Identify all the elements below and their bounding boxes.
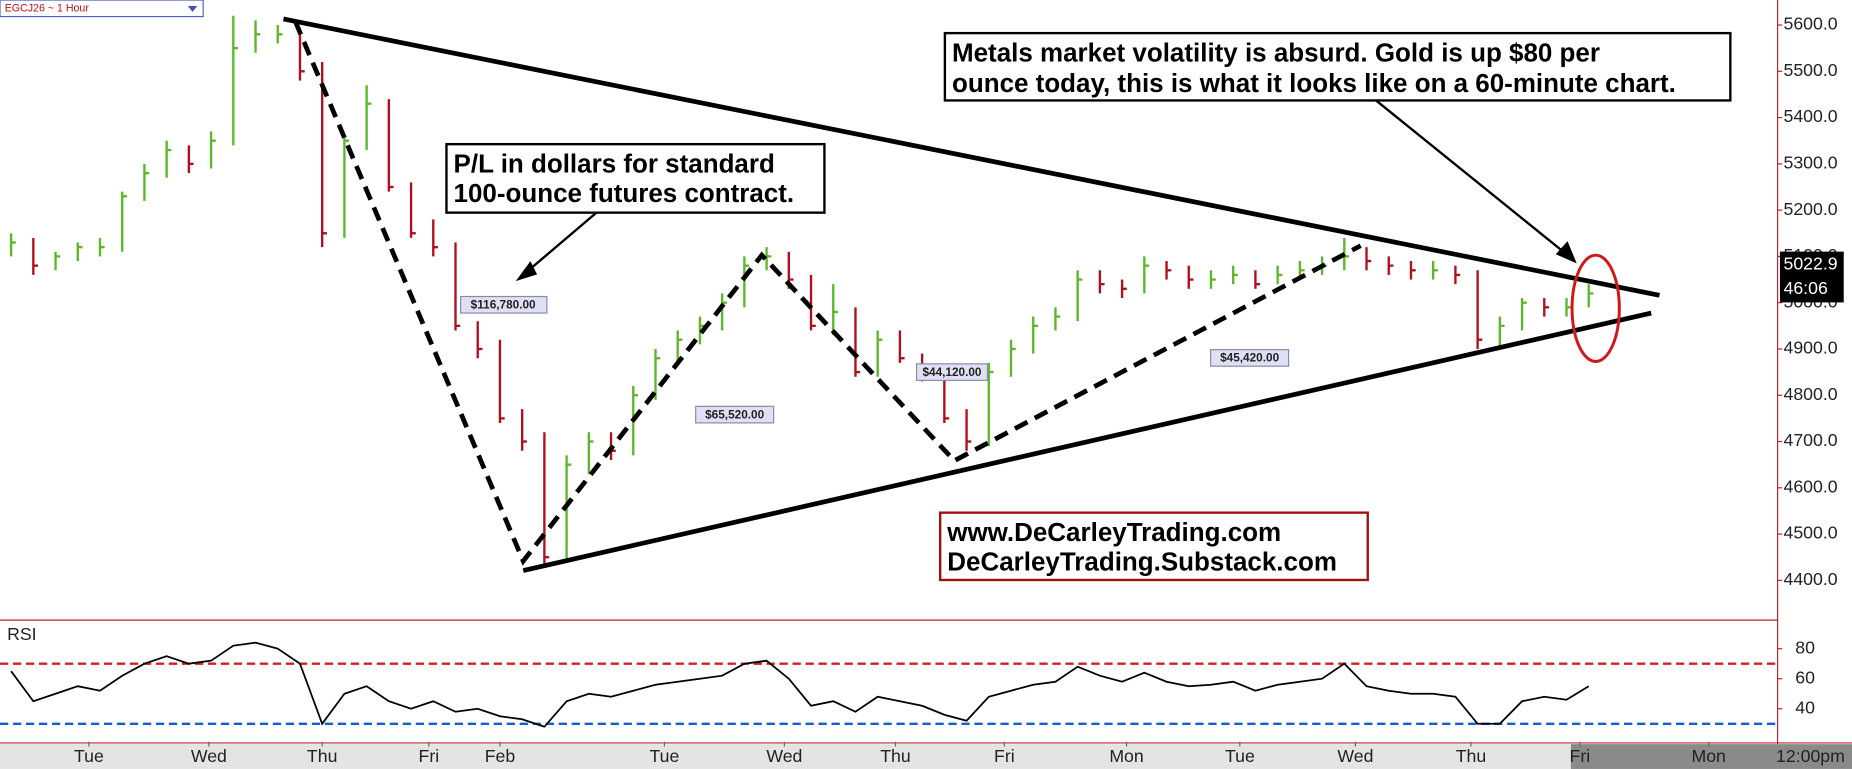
highlight-ellipse [1570, 253, 1621, 363]
arrow [1375, 99, 1567, 255]
rsi-line [10, 641, 1590, 728]
trendlines [283, 16, 1660, 573]
x-tick-label: Tue [74, 746, 104, 766]
y-tick-label: 60 [1795, 667, 1815, 687]
pl-label-box [1210, 349, 1290, 367]
x-tick-label: Feb [485, 746, 516, 766]
upper-trendline [283, 16, 1660, 298]
data-layer: Tue Wed Thu Fri Feb Tue Wed Thu Fri Mon Tue Wed Thu F… [0, 14, 1838, 766]
y-tick-label: 4400.0 [1783, 569, 1837, 589]
lower-trendline [522, 310, 1652, 573]
note-text: Metals market volatility is absurd. Gold… [952, 37, 1600, 67]
y-tick-label: 4700.0 [1783, 430, 1837, 450]
y-tick-label: 5500.0 [1783, 60, 1837, 80]
last-price: 5022.9 [1783, 253, 1837, 273]
website-box [938, 511, 1369, 582]
pl-label: $45,420.00 [1220, 351, 1279, 365]
pl-label: $65,520.00 [705, 407, 764, 421]
pl-label: $116,780.00 [471, 297, 536, 311]
x-tick-label: Wed [1337, 746, 1373, 766]
x-tick-label: Fri [994, 746, 1015, 766]
date-strip [0, 744, 1778, 769]
y-tick-label: 4900.0 [1783, 338, 1837, 358]
future-strip [1570, 744, 1852, 769]
x-tick-label: Mon [1691, 746, 1725, 766]
y-tick-label: 4500.0 [1783, 523, 1837, 543]
x-tick-label: Fri [1570, 746, 1591, 766]
x-tick-label: Wed [766, 746, 802, 766]
y-tick-label: 40 [1795, 697, 1815, 717]
pl-label-box [915, 363, 989, 381]
website-text: www.DeCarleyTrading.com [946, 517, 1281, 547]
symbol-title: EGCJ26 ~ 1 Hour [5, 3, 90, 15]
x-tick-label: Wed [191, 746, 227, 766]
y-tick-label: 5400.0 [1783, 106, 1837, 126]
time-label: 12:00pm [1776, 746, 1845, 766]
x-tick-label: Thu [880, 746, 911, 766]
x-tick-label: Tue [1225, 746, 1255, 766]
x-tick-label: Thu [1456, 746, 1487, 766]
symbol-box [0, 0, 204, 18]
y-tick-label: 4800.0 [1783, 384, 1837, 404]
pl-label-box [460, 295, 548, 314]
note-text: 100-ounce futures contract. [454, 178, 795, 208]
y-tick-label: 80 [1795, 637, 1815, 657]
x-tick-label: Thu [307, 746, 338, 766]
pl-label-box [695, 405, 775, 424]
y-tick-label: 4600.0 [1783, 476, 1837, 496]
x-tick-label: Fri [419, 746, 440, 766]
note-box [943, 31, 1732, 102]
arrow [524, 211, 598, 274]
y-tick-label: 5600.0 [1783, 14, 1837, 34]
note-text: ounce today, this is what it looks like … [952, 68, 1676, 98]
arrow-head [1555, 241, 1577, 264]
note-box [445, 142, 826, 214]
x-tick-label: Mon [1109, 746, 1143, 766]
x-tick-label: Tue [649, 746, 679, 766]
y-tick-label: 5300.0 [1783, 153, 1837, 173]
pl-label: $44,120.00 [922, 365, 981, 379]
dropdown-icon[interactable] [187, 5, 198, 12]
note-text: P/L in dollars for standard [454, 148, 775, 178]
swing-path [293, 20, 1362, 566]
website-text: DeCarleyTrading.Substack.com [947, 547, 1337, 577]
arrow-head [515, 261, 538, 282]
y-tick-label: 5200.0 [1783, 199, 1837, 219]
rsi-title: RSI [7, 624, 37, 644]
last-price-box [1779, 251, 1844, 303]
countdown: 46:06 [1783, 278, 1827, 298]
